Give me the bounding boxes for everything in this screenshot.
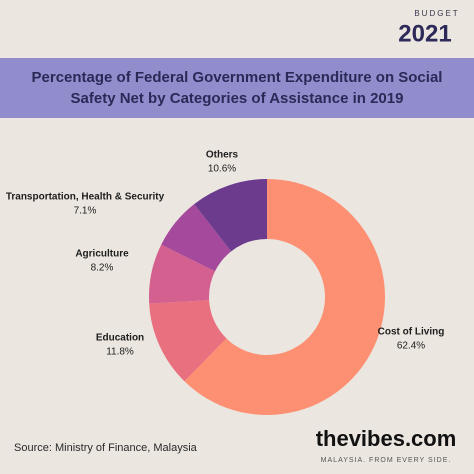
slice-label: Education — [96, 333, 144, 344]
title-box: Percentage of Federal Government Expendi… — [31, 69, 443, 107]
slice-value-label: 8.2% — [91, 263, 114, 274]
donut-slice — [161, 204, 232, 272]
slice-label: Cost of Living — [378, 327, 445, 338]
slice-value-label: 7.1% — [74, 206, 97, 217]
budget-year: 2021 — [398, 20, 451, 47]
donut-slice — [149, 244, 216, 304]
donut-slice — [184, 179, 386, 416]
slice-value-label: 10.6% — [208, 164, 236, 175]
slice-value-label: 62.4% — [397, 341, 425, 352]
chart-title: Percentage of Federal Government Expendi… — [31, 69, 443, 107]
donut-slice — [194, 179, 267, 252]
slice-value-label: 11.8% — [106, 347, 134, 358]
brand-tagline: MALAYSIA. FROM EVERY SIDE. — [321, 457, 452, 464]
slice-label: Agriculture — [75, 249, 129, 260]
slice-label: Others — [206, 150, 239, 161]
source: Source: Ministry of Finance, Malaysia — [14, 442, 198, 454]
slice-label: Transportation, Health & Security — [6, 192, 165, 203]
budget-label: BUDGET — [414, 9, 459, 18]
brand-name: thevibes.com — [316, 426, 457, 451]
title-banner — [0, 58, 474, 118]
donut-slice — [149, 300, 227, 382]
